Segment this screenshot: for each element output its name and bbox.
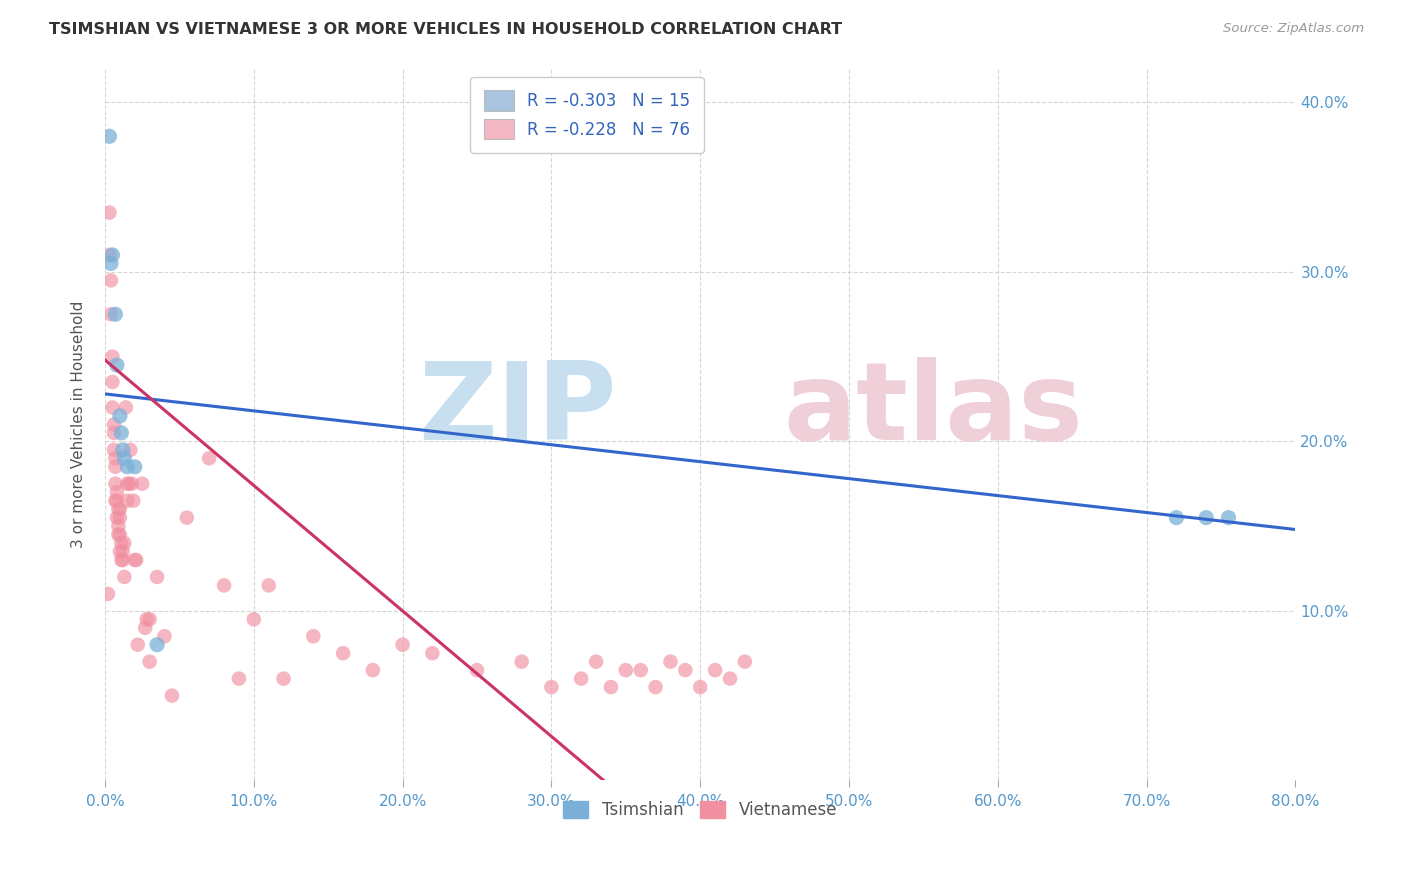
Point [138, 612, 160, 626]
Point [105, 485, 128, 500]
Point [138, 655, 160, 669]
Point [124, 459, 146, 474]
Point [112, 451, 135, 466]
Point [1218, 510, 1240, 524]
Point [101, 401, 124, 415]
Point [1195, 510, 1218, 524]
Text: ZIP: ZIP [419, 357, 617, 463]
Point [101, 248, 124, 262]
Point [569, 672, 592, 686]
Point [135, 612, 157, 626]
Point [585, 655, 607, 669]
Point [614, 663, 637, 677]
Point [734, 655, 756, 669]
Point [704, 663, 727, 677]
Point [121, 476, 143, 491]
Point [134, 621, 156, 635]
Point [111, 442, 134, 457]
Point [103, 425, 125, 440]
Point [104, 459, 127, 474]
Point [103, 442, 125, 457]
Point [104, 307, 127, 321]
Point [104, 493, 127, 508]
Point [120, 442, 142, 457]
Point [361, 663, 384, 677]
Point [97, 587, 120, 601]
Point [644, 680, 666, 694]
Point [302, 629, 325, 643]
Point [111, 553, 134, 567]
Point [107, 527, 129, 541]
Point [108, 527, 131, 541]
Point [98, 129, 121, 144]
Point [105, 358, 128, 372]
Point [212, 578, 235, 592]
Point [101, 350, 124, 364]
Text: Source: ZipAtlas.com: Source: ZipAtlas.com [1223, 22, 1364, 36]
Point [118, 476, 141, 491]
Point [104, 476, 127, 491]
Point [243, 612, 266, 626]
Point [273, 672, 295, 686]
Point [110, 425, 132, 440]
Point [105, 493, 128, 508]
Point [153, 629, 176, 643]
Point [98, 248, 121, 262]
Point [117, 459, 139, 474]
Point [107, 519, 129, 533]
Point [146, 570, 169, 584]
Point [659, 655, 682, 669]
Point [111, 544, 134, 558]
Point [110, 536, 132, 550]
Point [108, 409, 131, 423]
Legend: Tsimshian, Vietnamese: Tsimshian, Vietnamese [557, 794, 844, 825]
Point [176, 510, 198, 524]
Point [198, 451, 221, 466]
Point [146, 638, 169, 652]
Point [100, 256, 122, 270]
Point [228, 672, 250, 686]
Point [100, 307, 122, 321]
Point [540, 680, 562, 694]
Point [257, 578, 280, 592]
Point [127, 638, 149, 652]
Point [98, 205, 121, 219]
Point [630, 663, 652, 677]
Point [718, 672, 741, 686]
Point [391, 638, 413, 652]
Point [110, 553, 132, 567]
Point [117, 493, 139, 508]
Point [125, 553, 148, 567]
Point [100, 273, 122, 287]
Point [105, 510, 128, 524]
Point [122, 493, 145, 508]
Point [104, 451, 127, 466]
Point [600, 680, 623, 694]
Point [107, 502, 129, 516]
Point [124, 553, 146, 567]
Point [114, 401, 136, 415]
Point [108, 502, 131, 516]
Point [117, 476, 139, 491]
Point [465, 663, 488, 677]
Point [673, 663, 696, 677]
Point [689, 680, 711, 694]
Point [160, 689, 183, 703]
Point [332, 646, 354, 660]
Point [112, 570, 135, 584]
Text: atlas: atlas [783, 357, 1083, 463]
Point [112, 536, 135, 550]
Text: TSIMSHIAN VS VIETNAMESE 3 OR MORE VEHICLES IN HOUSEHOLD CORRELATION CHART: TSIMSHIAN VS VIETNAMESE 3 OR MORE VEHICL… [49, 22, 842, 37]
Point [108, 510, 131, 524]
Y-axis label: 3 or more Vehicles in Household: 3 or more Vehicles in Household [72, 301, 86, 548]
Point [101, 375, 124, 389]
Point [103, 417, 125, 432]
Point [422, 646, 444, 660]
Point [108, 544, 131, 558]
Point [510, 655, 533, 669]
Point [1166, 510, 1188, 524]
Point [131, 476, 153, 491]
